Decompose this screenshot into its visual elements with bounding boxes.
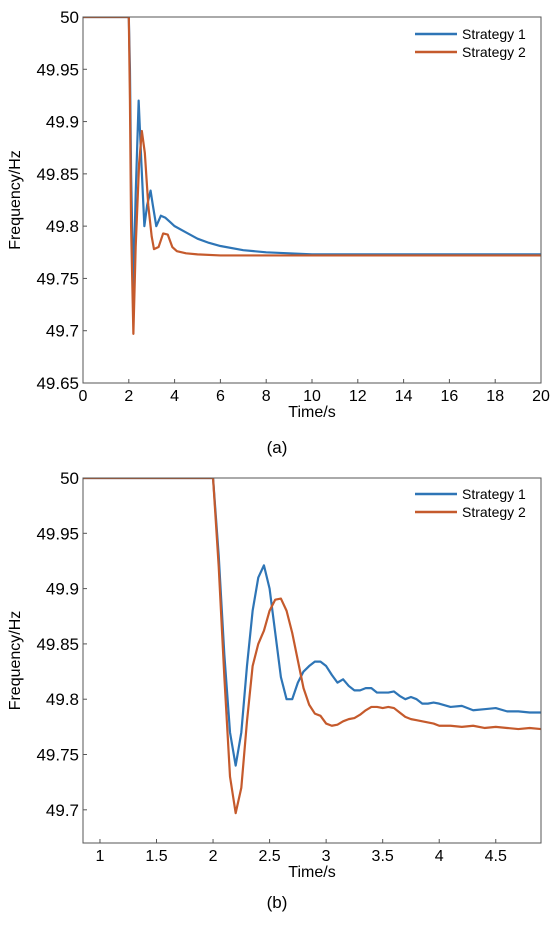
y-tick-label: 49.85 xyxy=(36,165,79,184)
y-tick-label: 49.7 xyxy=(46,322,79,341)
chart-a: 0 2 4 6 8 10 12 14 16 18 20 49.65 49.7 49.75 49.8 49.85… xyxy=(7,8,550,457)
y-tick-label: 50 xyxy=(60,469,79,488)
y-tick-label: 49.95 xyxy=(36,524,79,543)
y-tick-label: 49.65 xyxy=(36,374,79,393)
x-axis-label: Time/s xyxy=(288,864,335,881)
x-tick-label: 10 xyxy=(303,388,321,405)
chart-b: 1 1.5 2 2.5 3 3.5 4 4.5 49.7 49.75 49.8 49.85 49.9 49… xyxy=(7,469,542,912)
y-tick-label: 49.7 xyxy=(46,801,79,820)
chart-caption: (b) xyxy=(267,893,288,912)
y-tick-label: 49.85 xyxy=(36,635,79,654)
x-tick-label: 18 xyxy=(486,388,504,405)
x-tick-label: 3 xyxy=(322,848,331,865)
x-axis-label: Time/s xyxy=(288,404,335,421)
y-tick-label: 49.9 xyxy=(46,580,79,599)
x-tick-label: 2 xyxy=(124,388,133,405)
x-tick-label: 3.5 xyxy=(372,848,394,865)
y-tick-label: 49.8 xyxy=(46,690,79,709)
plot-frame xyxy=(82,477,542,844)
y-tick-label: 50 xyxy=(60,8,79,27)
x-tick-label: 6 xyxy=(216,388,225,405)
y-tick-label: 49.8 xyxy=(46,217,79,236)
x-tick-label: 12 xyxy=(349,388,367,405)
series-line-2 xyxy=(83,17,541,335)
x-tick-label: 16 xyxy=(441,388,459,405)
x-tick-label: 2 xyxy=(209,848,218,865)
series-line-1 xyxy=(83,478,541,767)
y-axis-label: Frequency/Hz xyxy=(7,150,24,250)
x-tick-label: 20 xyxy=(532,388,550,405)
x-tick-label: 0 xyxy=(79,388,88,405)
y-axis-label: Frequency/Hz xyxy=(7,611,24,711)
series-line-2 xyxy=(83,478,541,815)
legend-label-1: Strategy 1 xyxy=(462,486,526,502)
x-tick-label: 4 xyxy=(435,848,444,865)
y-tick-label: 49.75 xyxy=(36,746,79,765)
y-tick-label: 49.9 xyxy=(46,113,79,132)
x-tick-label: 8 xyxy=(262,388,271,405)
y-tick-label: 49.95 xyxy=(36,60,79,79)
x-tick-label: 1 xyxy=(96,848,105,865)
x-tick-label: 1.5 xyxy=(145,848,167,865)
x-tick-label: 4 xyxy=(170,388,179,405)
legend-label-1: Strategy 1 xyxy=(462,26,526,42)
chart-caption: (a) xyxy=(267,438,288,457)
x-tick-label: 2.5 xyxy=(258,848,280,865)
y-tick-label: 49.75 xyxy=(36,269,79,288)
legend-label-2: Strategy 2 xyxy=(462,504,526,520)
legend-label-2: Strategy 2 xyxy=(462,44,526,60)
x-tick-label: 14 xyxy=(395,388,413,405)
x-tick-label: 4.5 xyxy=(485,848,507,865)
